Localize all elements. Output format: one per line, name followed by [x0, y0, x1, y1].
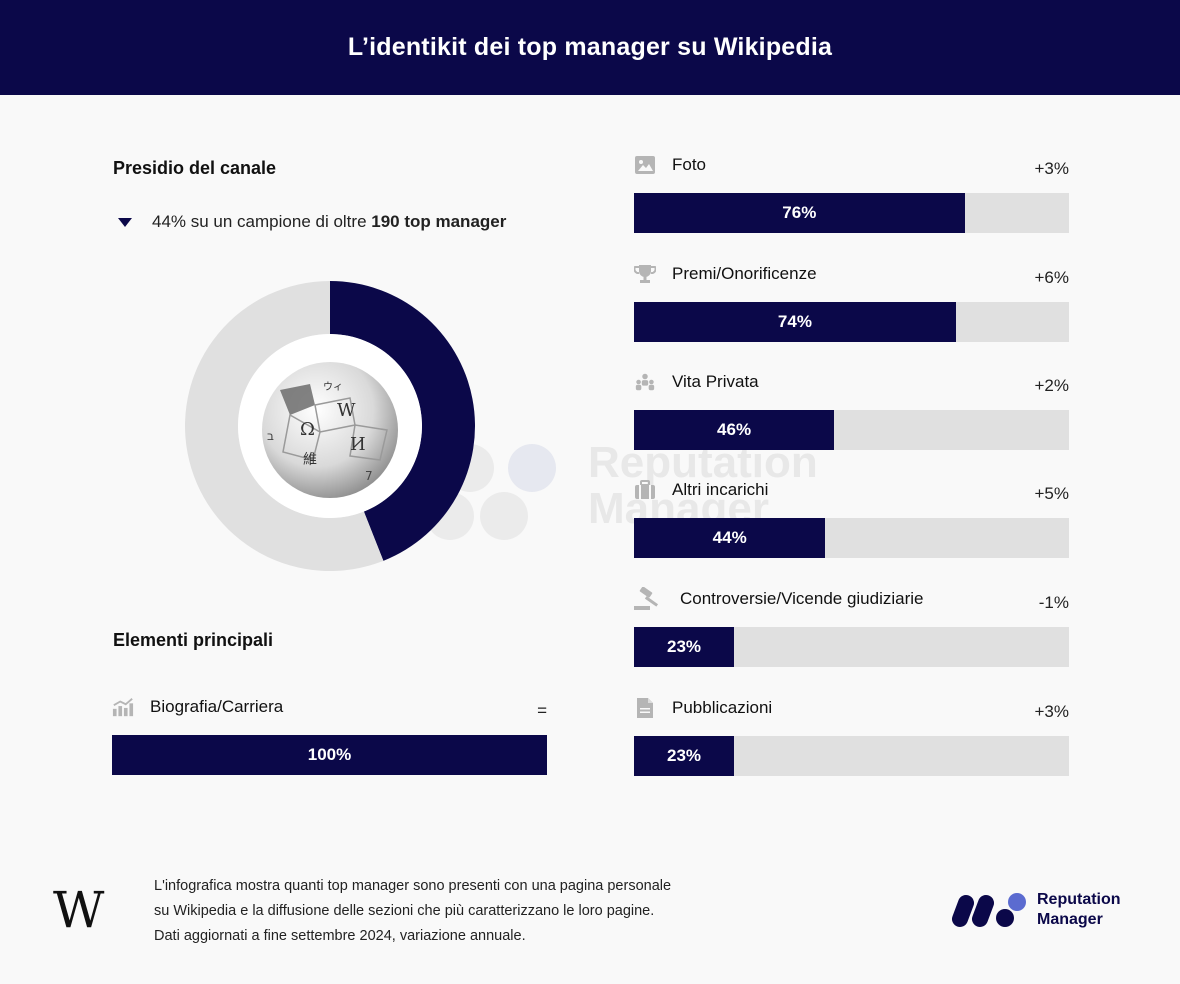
- bar-delta-3: +2%: [1034, 376, 1070, 395]
- elementi-title: Elementi principali: [113, 630, 274, 650]
- bar-track-0: 100%: [112, 735, 547, 775]
- wikipedia-w-logo-icon: W: [53, 889, 105, 931]
- donut-slice-0: [330, 281, 475, 561]
- bar-category-6: Pubblicazioni: [672, 698, 773, 717]
- bar-category-4: Altri incarichi: [672, 480, 769, 499]
- sample-prefix: 44% su un campione di oltre: [152, 212, 372, 231]
- bar-track-3: 46%: [634, 410, 1069, 450]
- svg-text:ב: ב: [267, 429, 274, 443]
- triangle-down-icon: [118, 217, 132, 227]
- bar-category-0: Biografia/Carriera: [150, 697, 284, 716]
- brand-line-2: Manager: [1037, 911, 1103, 928]
- bar-category-3: Vita Privata: [672, 372, 759, 391]
- footer-description: L'infografica mostra quanti top manager …: [154, 874, 671, 949]
- header-banner: L’identikit dei top manager su Wikipedia: [0, 0, 1180, 95]
- trophy-icon: [634, 264, 656, 284]
- people-icon: [634, 372, 656, 392]
- bar-label-2: Premi/Onorificenze: [634, 264, 817, 284]
- bar-delta-5: -1%: [1038, 593, 1069, 612]
- bar-fill-3: 46%: [634, 410, 835, 450]
- bar-value-5: 23%: [667, 637, 702, 656]
- bar-label-3: Vita Privata: [634, 372, 759, 392]
- bar-value-0: 100%: [307, 745, 352, 764]
- bar-label-4: Altri incarichi: [634, 480, 768, 500]
- bar-delta-6: +3%: [1034, 702, 1070, 721]
- bar-fill-5: 23%: [634, 627, 735, 667]
- sample-line: 44% su un campione di oltre 190 top mana…: [113, 212, 506, 232]
- bar-fill-1: 76%: [634, 193, 965, 233]
- sample-bold: 190 top manager: [371, 212, 507, 231]
- bar-fill-4: 44%: [634, 518, 826, 558]
- bar-category-2: Premi/Onorificenze: [672, 264, 817, 283]
- gavel-icon: [634, 587, 664, 610]
- bar-track-6: 23%: [634, 736, 1069, 776]
- briefcase-icon: [634, 480, 656, 500]
- bar-track-2: 74%: [634, 302, 1069, 342]
- image-icon: [634, 155, 656, 175]
- presidio-title: Presidio del canale: [113, 158, 277, 178]
- svg-text:Ω: Ω: [300, 419, 315, 440]
- page-title: L’identikit dei top manager su Wikipedia: [347, 33, 833, 61]
- svg-text:W: W: [337, 400, 356, 421]
- svg-text:ウィ: ウィ: [323, 381, 343, 393]
- bar-delta-4: +5%: [1034, 484, 1070, 503]
- bar-label-0: Biografia/Carriera: [112, 697, 283, 717]
- reputation-manager-logo-icon: [952, 893, 1026, 927]
- bar-category-1: Foto: [672, 155, 707, 174]
- wikipedia-globe-icon: Ω W И 維 ウィ ב 7: [262, 362, 398, 498]
- footer-line-3: Dati aggiornati a fine settembre 2024, v…: [154, 928, 526, 944]
- chart-icon: [112, 697, 134, 717]
- bar-label-1: Foto: [634, 155, 706, 175]
- bar-delta-0: =: [537, 701, 547, 720]
- bar-delta-2: +6%: [1034, 268, 1070, 287]
- bar-delta-1: +3%: [1034, 159, 1070, 178]
- bar-fill-2: 74%: [634, 302, 956, 342]
- bar-value-6: 23%: [667, 746, 702, 765]
- bar-fill-0: 100%: [112, 735, 547, 775]
- bar-track-1: 76%: [634, 193, 1069, 233]
- svg-text:維: 維: [303, 452, 317, 468]
- footer-line-1: L'infografica mostra quanti top manager …: [154, 878, 672, 894]
- brand-line-1: Reputation: [1037, 891, 1121, 908]
- bar-value-2: 74%: [777, 312, 812, 331]
- bar-category-5: Controversie/Vicende giudiziarie: [680, 589, 924, 608]
- bar-track-4: 44%: [634, 518, 1069, 558]
- svg-text:И: И: [350, 434, 366, 455]
- donut-slice-1: [185, 281, 384, 571]
- bar-fill-6: 23%: [634, 736, 735, 776]
- document-icon: [634, 698, 656, 718]
- bar-track-5: 23%: [634, 627, 1069, 667]
- bar-value-3: 46%: [717, 420, 752, 439]
- svg-text:W: W: [53, 889, 105, 931]
- brand-name: Reputation Manager: [1037, 890, 1121, 930]
- bar-value-4: 44%: [712, 528, 747, 547]
- bar-value-1: 76%: [782, 203, 817, 222]
- footer-line-2: su Wikipedia e la diffusione delle sezio…: [154, 903, 655, 919]
- bar-label-6: Pubblicazioni: [634, 698, 772, 718]
- svg-text:7: 7: [365, 469, 373, 483]
- bar-label-5: Controversie/Vicende giudiziarie: [634, 587, 924, 610]
